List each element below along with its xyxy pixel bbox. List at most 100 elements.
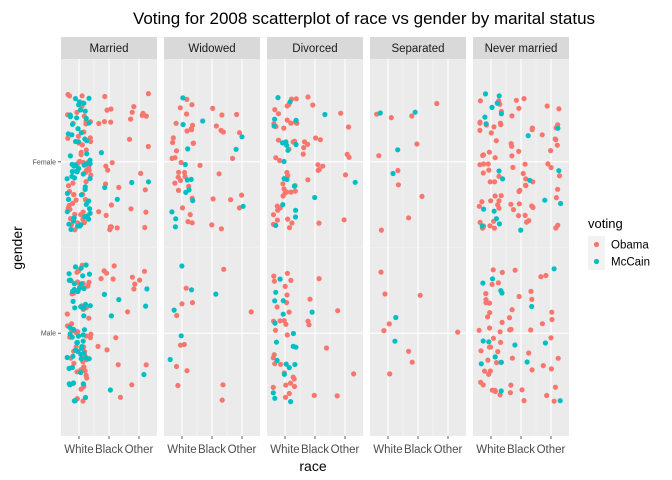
data-point-obama: [184, 96, 190, 102]
facet-panel-widowed: Widowed White Black Other: [164, 37, 260, 456]
data-point-obama: [81, 364, 87, 370]
data-point-obama: [271, 273, 277, 279]
data-point-mccain: [102, 184, 108, 191]
data-point-obama: [478, 348, 484, 354]
data-point-obama: [521, 398, 527, 404]
data-point-mccain: [74, 339, 80, 345]
data-point-obama: [181, 169, 188, 176]
data-point-mccain: [86, 216, 92, 222]
data-point-obama: [132, 281, 138, 287]
data-point-mccain: [280, 298, 286, 304]
data-point-obama: [184, 368, 190, 374]
data-point-mccain: [281, 371, 287, 377]
facet-strip-label: Married: [90, 43, 129, 55]
data-point-obama: [282, 283, 288, 289]
data-point-obama: [544, 392, 550, 399]
data-point-mccain: [78, 222, 84, 228]
data-point-obama: [520, 170, 526, 177]
data-point-mccain: [78, 130, 84, 136]
data-point-obama: [556, 106, 562, 112]
data-point-obama: [315, 167, 321, 173]
data-point-obama: [483, 300, 489, 306]
data-point-mccain: [79, 344, 85, 350]
data-point-obama: [284, 103, 290, 109]
data-point-mccain: [286, 365, 292, 371]
data-point-mccain: [292, 361, 298, 368]
data-point-mccain: [66, 221, 72, 227]
y-tick-label: Female: [33, 159, 56, 166]
data-point-mccain: [86, 198, 92, 204]
data-point-obama: [316, 220, 322, 226]
data-point-obama: [108, 106, 114, 112]
data-point-mccain: [64, 209, 70, 215]
data-point-mccain: [182, 161, 188, 168]
data-point-obama: [137, 277, 143, 283]
data-point-mccain: [377, 110, 383, 116]
data-point-obama: [281, 125, 287, 131]
data-point-obama: [219, 397, 225, 403]
data-point-mccain: [72, 305, 78, 311]
data-point-mccain: [73, 168, 79, 174]
data-point-mccain: [283, 361, 289, 367]
data-point-mccain: [69, 168, 75, 175]
data-point-obama: [129, 274, 135, 280]
data-point-obama: [173, 363, 180, 370]
data-point-obama: [287, 380, 294, 386]
data-point-obama: [190, 140, 197, 146]
data-point-mccain: [529, 303, 535, 310]
y-axis-title: gender: [9, 226, 25, 270]
data-point-mccain: [98, 150, 104, 156]
data-point-mccain: [74, 115, 80, 121]
data-point-obama: [272, 327, 279, 333]
data-point-obama: [143, 209, 149, 215]
data-point-obama: [174, 312, 180, 319]
data-point-obama: [95, 343, 101, 349]
data-point-obama: [79, 142, 85, 148]
data-point-obama: [495, 280, 501, 286]
data-point-obama: [278, 361, 284, 367]
data-point-obama: [486, 371, 492, 377]
data-point-obama: [483, 291, 489, 297]
data-point-obama: [189, 102, 195, 108]
data-point-obama: [481, 161, 487, 167]
data-point-obama: [79, 93, 85, 99]
data-point-mccain: [393, 314, 399, 321]
data-point-obama: [189, 300, 196, 306]
data-point-obama: [480, 170, 486, 176]
data-point-obama: [378, 227, 384, 233]
data-point-obama: [105, 167, 111, 173]
data-point-obama: [177, 105, 183, 111]
data-point-mccain: [498, 359, 504, 365]
data-point-mccain: [116, 297, 122, 303]
data-point-obama: [143, 362, 149, 368]
data-points: [64, 91, 564, 405]
data-point-mccain: [82, 394, 89, 401]
data-point-obama: [522, 161, 528, 167]
legend-key-obama: [593, 241, 600, 248]
data-point-mccain: [556, 168, 562, 174]
data-point-mccain: [69, 121, 76, 127]
data-point-obama: [320, 163, 326, 169]
data-point-mccain: [558, 200, 564, 207]
data-point-obama: [221, 266, 227, 272]
data-point-obama: [117, 394, 123, 400]
data-point-mccain: [271, 123, 277, 129]
data-point-obama: [486, 149, 492, 155]
data-point-obama: [210, 105, 216, 111]
data-point-obama: [284, 292, 290, 298]
data-point-obama: [386, 321, 392, 327]
data-point-obama: [313, 135, 319, 141]
data-point-obama: [142, 187, 148, 193]
data-point-mccain: [274, 357, 280, 363]
data-point-obama: [185, 219, 191, 225]
data-point-obama: [487, 310, 493, 316]
data-point-obama: [270, 212, 277, 218]
legend-label-obama: Obama: [611, 240, 649, 252]
data-point-obama: [513, 97, 520, 103]
data-point-obama: [71, 192, 77, 198]
y-tick-label: Male: [41, 331, 56, 338]
data-point-mccain: [392, 338, 398, 344]
data-point-obama: [219, 112, 225, 118]
data-point-mccain: [281, 158, 287, 165]
